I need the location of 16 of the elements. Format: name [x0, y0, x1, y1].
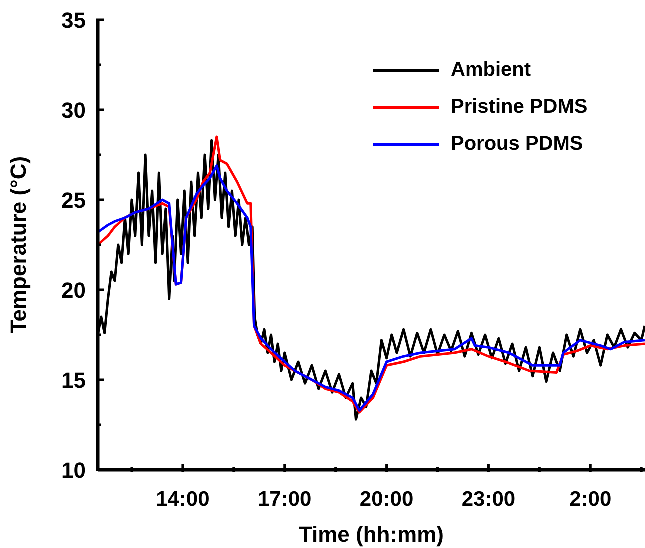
legend-label: Porous PDMS: [451, 133, 584, 156]
legend-label: Ambient: [451, 59, 531, 82]
x-tick-label: 2:00: [570, 488, 612, 511]
y-tick-label: 35: [62, 8, 86, 33]
y-tick-label: 10: [62, 458, 86, 483]
y-tick-label: 20: [62, 278, 86, 303]
x-tick-label: 17:00: [258, 488, 312, 511]
x-tick-label: 20:00: [360, 488, 414, 511]
x-tick-label: 23:00: [462, 488, 516, 511]
y-tick-label: 25: [62, 188, 86, 213]
x-axis-title: Time (hh:mm): [298, 522, 444, 547]
y-tick-label: 15: [62, 368, 86, 393]
y-tick-label: 30: [62, 98, 86, 123]
legend-label: Pristine PDMS: [451, 96, 588, 119]
y-axis-title: Temperature (°C): [6, 156, 31, 334]
x-tick-label: 14:00: [156, 488, 210, 511]
